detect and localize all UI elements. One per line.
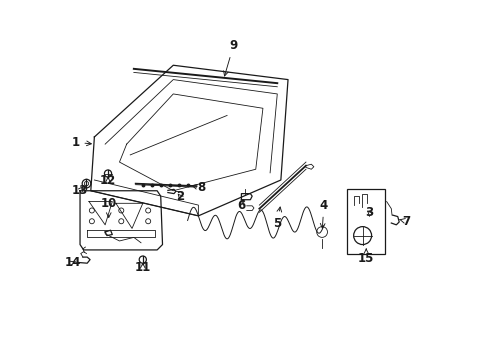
Text: 11: 11 bbox=[135, 261, 151, 274]
Text: 14: 14 bbox=[65, 256, 81, 269]
Text: 13: 13 bbox=[72, 184, 88, 197]
Text: 12: 12 bbox=[100, 174, 116, 186]
Text: 6: 6 bbox=[237, 199, 245, 212]
Text: 5: 5 bbox=[273, 207, 282, 230]
Bar bbox=[347, 189, 385, 253]
Text: 10: 10 bbox=[100, 197, 117, 217]
Text: 15: 15 bbox=[358, 249, 374, 265]
Text: 2: 2 bbox=[176, 190, 185, 203]
Text: 9: 9 bbox=[223, 39, 238, 76]
Text: 8: 8 bbox=[192, 181, 205, 194]
Text: 3: 3 bbox=[366, 207, 373, 220]
Text: 7: 7 bbox=[399, 215, 411, 228]
Text: 1: 1 bbox=[72, 136, 91, 149]
Text: 4: 4 bbox=[320, 199, 328, 228]
